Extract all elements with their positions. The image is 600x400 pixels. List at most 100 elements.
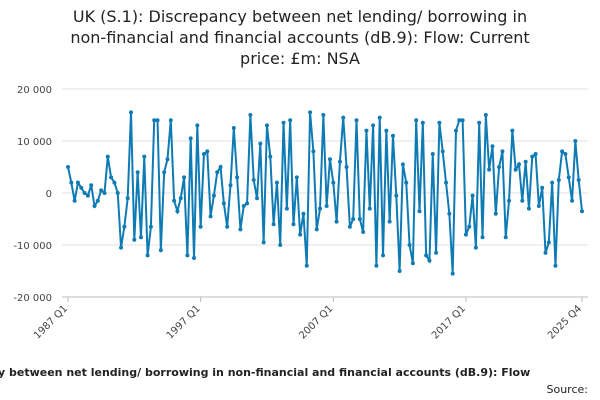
data-point [440, 149, 445, 154]
data-point [238, 227, 243, 232]
data-point [208, 214, 213, 219]
data-point [261, 240, 266, 245]
data-point [162, 170, 167, 175]
data-point [381, 253, 386, 258]
data-point [235, 175, 240, 180]
data-point [318, 206, 323, 211]
data-point [231, 126, 236, 130]
data-point [453, 128, 458, 133]
data-point [344, 165, 349, 169]
data-point [241, 204, 246, 208]
data-point [570, 198, 575, 203]
data-point [487, 167, 492, 172]
data-point [387, 219, 392, 224]
x-tick-label: 2025 Q4 [546, 303, 584, 341]
data-point [427, 258, 432, 263]
data-point [145, 253, 150, 258]
data-point [112, 180, 117, 185]
data-point [526, 206, 531, 211]
data-point [361, 230, 366, 234]
data-point [294, 175, 299, 180]
data-point [507, 198, 512, 203]
data-point [248, 113, 253, 117]
data-point [354, 118, 359, 123]
x-tick-label: 2017 Q1 [430, 303, 468, 341]
data-point [255, 196, 260, 201]
data-point [493, 211, 498, 216]
data-point [470, 193, 475, 198]
data-point [301, 211, 306, 216]
data-point [281, 120, 286, 125]
data-point [195, 123, 200, 128]
data-point [152, 118, 157, 123]
data-point [341, 115, 346, 120]
data-point [533, 152, 538, 156]
data-point [347, 224, 352, 229]
data-point [105, 154, 110, 159]
data-point [205, 149, 210, 154]
data-point [188, 136, 193, 141]
data-point [497, 165, 502, 169]
data-point [155, 118, 160, 123]
data-point [404, 180, 409, 185]
data-point [258, 141, 263, 146]
data-point [460, 118, 465, 123]
y-tick-label: 20 000 [17, 85, 52, 96]
data-point [546, 240, 551, 245]
data-point [364, 128, 369, 133]
data-point [225, 224, 230, 229]
y-tick-label: -20 000 [13, 293, 52, 304]
y-tick-label: 0 [46, 189, 52, 200]
data-point [271, 222, 276, 227]
data-point [138, 235, 143, 240]
data-point [576, 178, 581, 182]
data-point [331, 180, 336, 185]
data-point [543, 250, 548, 255]
x-tick-label: 2007 Q1 [297, 303, 335, 341]
x-tick-label: 1987 Q1 [32, 303, 70, 341]
data-point [75, 180, 80, 185]
footer-text: y between net lending/ borrowing in non-… [0, 366, 530, 379]
data-point [72, 198, 77, 203]
data-point [463, 232, 468, 237]
data-point [99, 188, 104, 193]
data-point [550, 180, 555, 185]
data-point [251, 178, 256, 182]
data-point [467, 224, 472, 229]
data-point [390, 133, 395, 138]
data-point [95, 198, 100, 203]
data-point [304, 263, 309, 268]
data-point [553, 263, 558, 268]
y-tick-label: 10 000 [17, 137, 52, 148]
data-point [311, 149, 316, 154]
data-point [148, 224, 153, 229]
data-point [556, 178, 561, 182]
data-point [175, 209, 180, 214]
data-point [198, 224, 203, 229]
data-point [414, 118, 419, 123]
data-point [420, 120, 425, 125]
data-point [457, 118, 462, 123]
data-point [450, 271, 455, 276]
data-point [367, 206, 372, 211]
data-point [417, 209, 422, 214]
y-tick-label: -10 000 [13, 241, 52, 252]
data-point [215, 170, 220, 175]
data-point [566, 175, 571, 180]
data-point [264, 123, 269, 128]
data-point [394, 193, 399, 198]
data-point [477, 120, 482, 125]
data-point [125, 196, 130, 201]
data-point [129, 110, 134, 115]
data-point [536, 204, 541, 208]
data-point [580, 209, 584, 214]
data-point [480, 235, 485, 240]
data-point [530, 154, 535, 159]
data-point [165, 157, 170, 162]
data-point [182, 175, 187, 180]
data-point [268, 154, 273, 159]
chart-title: non-financial and financial accounts (dB… [70, 28, 529, 47]
data-point [520, 198, 525, 203]
data-point [221, 201, 226, 206]
data-point [447, 211, 452, 216]
